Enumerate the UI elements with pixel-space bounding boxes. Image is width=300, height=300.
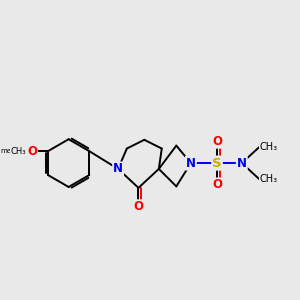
Text: O: O — [27, 145, 37, 158]
Text: N: N — [237, 157, 247, 169]
Text: O: O — [212, 135, 222, 148]
Text: O: O — [27, 145, 37, 158]
Text: O: O — [212, 178, 222, 191]
Text: CH₃: CH₃ — [259, 142, 278, 152]
Text: N: N — [186, 157, 196, 169]
Text: S: S — [212, 157, 222, 169]
Text: methoxy: methoxy — [1, 148, 31, 154]
Text: CH₃: CH₃ — [11, 147, 26, 156]
Text: O: O — [134, 200, 143, 213]
Text: CH₃: CH₃ — [259, 174, 278, 184]
Text: N: N — [113, 162, 123, 176]
